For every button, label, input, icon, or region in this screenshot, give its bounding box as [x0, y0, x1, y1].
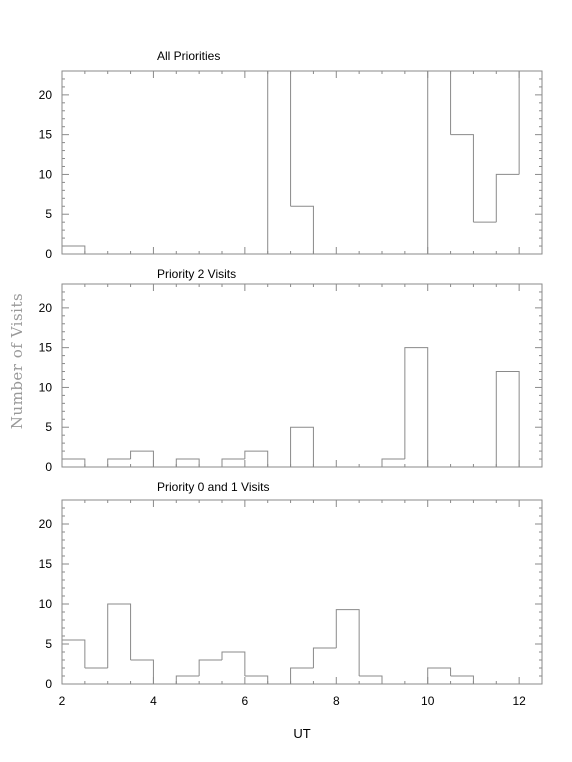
panel-2-title: Priority 2 Visits — [157, 267, 236, 281]
panel-1-ytick-label: 10 — [39, 167, 53, 181]
panel-2-bin — [107, 458, 131, 467]
panel-2-ytick-label: 20 — [39, 301, 53, 315]
panel-1-ytick-label: 15 — [39, 128, 53, 142]
panel-3-bin — [61, 639, 86, 684]
panel-1-bin — [495, 173, 520, 223]
panel-2-ytick-label: 5 — [45, 420, 52, 434]
y-axis-label: Number of Visits — [8, 293, 26, 429]
panel-2-bin — [495, 371, 520, 467]
panel-2-bin — [381, 458, 405, 467]
panel-2-bin — [221, 458, 245, 467]
panel-3-bin — [450, 675, 474, 684]
panel-2-bin — [404, 347, 429, 467]
panel-3-frame — [61, 499, 543, 685]
panel-1-frame — [61, 70, 543, 255]
panel-1-title: All Priorities — [157, 49, 220, 63]
panel-2-bin — [61, 458, 86, 467]
panel-1-ytick-label: 20 — [39, 88, 53, 102]
x-axis-label: UT — [293, 726, 310, 741]
panel-3-bin — [312, 647, 337, 668]
panel-3-ytick-label: 0 — [45, 677, 52, 691]
panel-1-bin — [518, 70, 543, 175]
panel-3-bin — [290, 667, 314, 684]
panel-3-ytick-label: 10 — [39, 597, 53, 611]
panel-2-bin — [244, 450, 269, 467]
panel-3-xtick-label: 8 — [333, 694, 340, 708]
panel-3-bin — [427, 667, 452, 684]
panel-2-bin — [175, 458, 200, 467]
panel-3-xtick-label: 12 — [512, 694, 526, 708]
panel-3-bin — [175, 675, 200, 684]
panel-3-bin — [359, 675, 383, 684]
panel-1-bin — [290, 205, 314, 254]
panel-3-bin — [221, 651, 246, 676]
panel-1-bin — [267, 70, 292, 254]
panel-3-xtick-label: 6 — [242, 694, 249, 708]
panel-3-bin — [130, 659, 154, 684]
panel-3-xtick-label: 10 — [421, 694, 435, 708]
panel-3-bin — [198, 659, 222, 676]
panel-3-title: Priority 0 and 1 Visits — [157, 480, 270, 494]
panel-3-bin — [335, 609, 360, 676]
panel-2-frame — [61, 283, 543, 468]
panel-2-bin — [130, 450, 154, 467]
panel-1-bin — [450, 134, 474, 223]
panel-1-bin — [61, 245, 86, 254]
panel-1-bin — [427, 70, 452, 254]
panel-3-xtick-label: 2 — [59, 694, 66, 708]
panel-3-bin — [244, 675, 269, 684]
panel-2-ytick-label: 15 — [39, 341, 53, 355]
panel-3-ytick-label: 20 — [39, 517, 53, 531]
panel-2-bin — [290, 426, 314, 467]
panel-3-xtick-label: 4 — [150, 694, 157, 708]
panel-1-ytick-label: 5 — [45, 207, 52, 221]
panel-3-ytick-label: 5 — [45, 637, 52, 651]
panel-2-ytick-label: 10 — [39, 380, 53, 394]
panel-3-bin — [107, 603, 132, 668]
panel-2-ytick-label: 0 — [45, 460, 52, 474]
panel-3-ytick-label: 15 — [39, 557, 53, 571]
panel-1-ytick-label: 0 — [45, 247, 52, 261]
